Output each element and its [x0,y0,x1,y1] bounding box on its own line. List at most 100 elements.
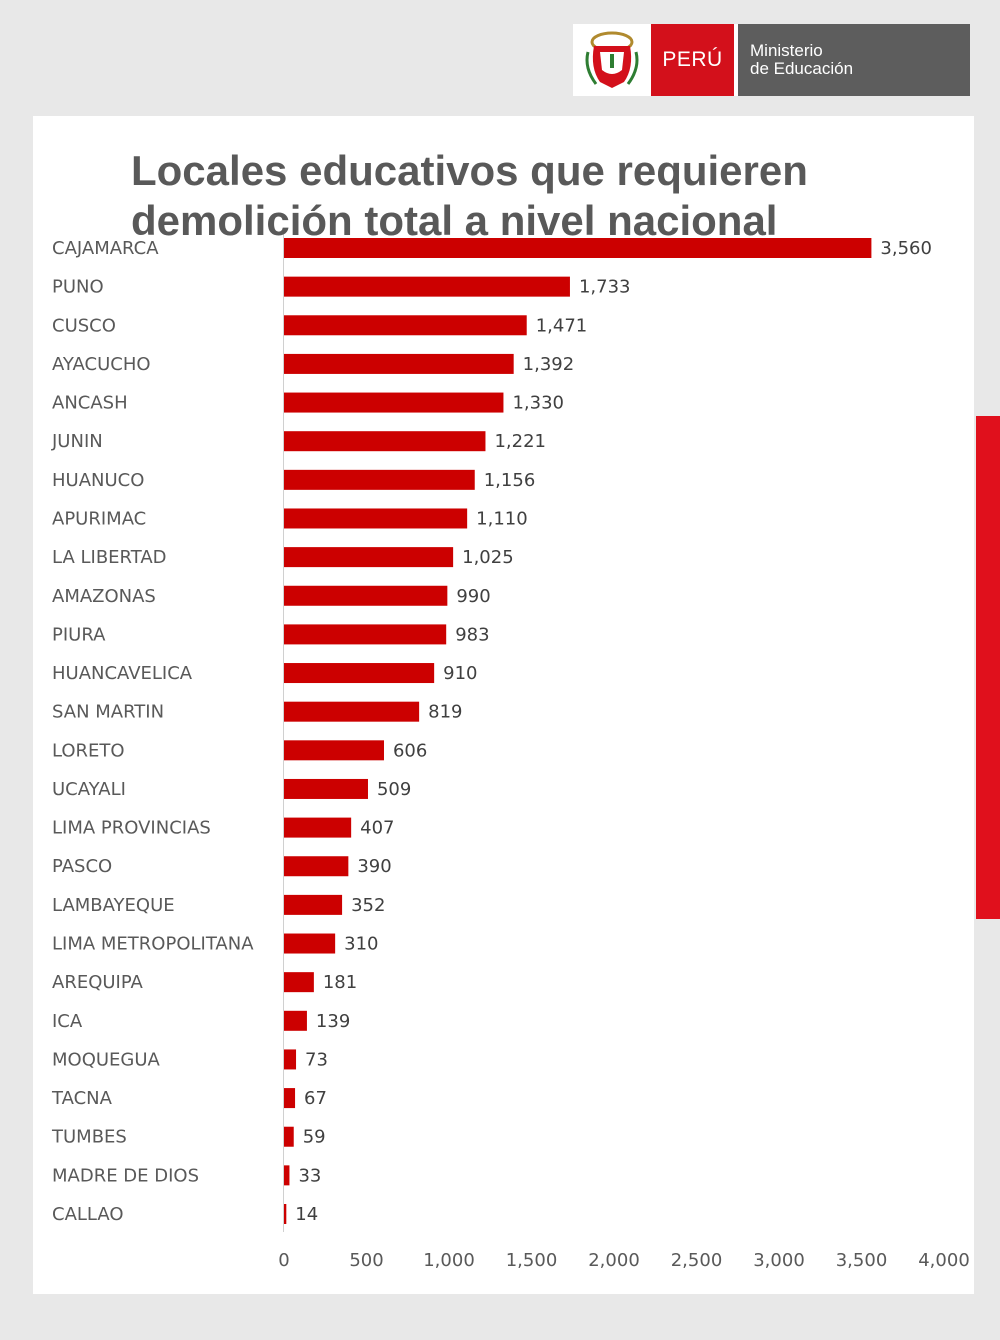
category-label: APURIMAC [52,508,146,529]
category-label: PASCO [52,856,112,877]
data-label: 310 [344,934,378,955]
bar [284,663,435,684]
category-label: MOQUEGUA [52,1049,161,1070]
data-label: 407 [360,818,394,839]
bar [284,469,475,490]
data-label: 73 [305,1049,328,1070]
logo-ministry-line2: de Educación [750,59,854,78]
category-label: TACNA [51,1088,113,1109]
data-label: 1,392 [523,354,575,375]
data-label: 1,221 [494,431,546,452]
bar [284,1088,296,1109]
x-tick-label: 1,000 [423,1250,475,1271]
logo-divider [734,24,738,96]
data-label: 819 [428,702,462,723]
side-accent-bar [976,416,1000,919]
category-label: TUMBES [51,1127,127,1148]
data-label: 910 [443,663,477,684]
data-label: 1,110 [476,508,528,529]
category-label: AREQUIPA [52,972,144,993]
chart-card [33,116,974,1294]
category-label: LAMBAYEQUE [52,895,175,916]
bar [284,624,447,645]
chart-title: Locales educativos que requieren demolic… [131,146,931,246]
logo-ministry: Ministerio de Educación [738,24,970,96]
x-tick-label: 3,000 [753,1250,805,1271]
data-label: 33 [298,1165,321,1186]
category-label: HUANCAVELICA [52,663,193,684]
category-label: UCAYALI [52,779,126,800]
x-tick-label: 1,500 [506,1250,558,1271]
bar [284,392,504,413]
bar [284,1126,294,1147]
chart-title-line1: Locales educativos que requieren [131,147,808,194]
category-label: CALLAO [52,1204,124,1225]
bar [284,276,570,297]
data-label: 1,330 [512,393,564,414]
data-label: 1,733 [579,277,631,298]
bar [284,894,343,915]
bar [284,353,514,374]
bar [284,778,368,799]
data-label: 67 [304,1088,327,1109]
x-tick-label: 4,000 [918,1250,970,1271]
bar [284,856,349,877]
x-tick-label: 500 [349,1250,383,1271]
category-label: HUANUCO [52,470,144,491]
category-label: SAN MARTIN [52,702,164,723]
data-label: 139 [316,1011,350,1032]
x-tick-label: 3,500 [836,1250,888,1271]
ministry-logo: PERÚ Ministerio de Educación [573,24,970,96]
x-tick-label: 2,000 [588,1250,640,1271]
data-label: 352 [351,895,385,916]
coat-of-arms-icon [573,24,651,96]
data-label: 1,025 [462,547,514,568]
category-label: LIMA METROPOLITANA [52,934,254,955]
logo-country-label: PERÚ [651,24,734,96]
bar [284,1049,297,1070]
category-label: LA LIBERTAD [52,547,167,568]
bar [284,701,420,722]
bar [284,1165,290,1186]
category-label: ICA [52,1011,83,1032]
bar [284,740,384,761]
bar [284,547,454,568]
bar [284,1204,287,1224]
category-label: MADRE DE DIOS [52,1165,199,1186]
data-label: 59 [303,1127,326,1148]
bar [284,817,352,838]
x-tick-label: 2,500 [671,1250,723,1271]
category-label: AMAZONAS [52,586,156,607]
category-label: LIMA PROVINCIAS [52,818,211,839]
category-label: CUSCO [52,315,116,336]
data-label: 509 [377,779,411,800]
category-label: LORETO [52,740,125,761]
chart-title-line2: demolición total a nivel nacional [131,197,778,244]
data-label: 983 [455,624,489,645]
category-label: ANCASH [52,393,128,414]
category-label: CAJAMARCA [52,238,159,259]
category-label: AYACUCHO [52,354,151,375]
data-label: 3,560 [880,238,932,259]
bar [284,1010,307,1031]
logo-ministry-line1: Ministerio [750,41,823,60]
bar [284,238,872,258]
category-label: PUNO [52,277,104,298]
x-tick-label: 0 [278,1250,289,1271]
bar [284,933,336,954]
bar [284,508,468,529]
bar [284,585,448,606]
bar [284,431,486,452]
bar [284,972,314,993]
category-label: PIURA [52,624,106,645]
data-label: 1,471 [536,315,588,336]
bar [284,315,527,336]
data-label: 14 [295,1204,318,1225]
data-label: 390 [357,856,391,877]
data-label: 606 [393,740,427,761]
data-label: 990 [456,586,490,607]
category-label: JUNIN [51,431,103,452]
data-label: 1,156 [484,470,536,491]
